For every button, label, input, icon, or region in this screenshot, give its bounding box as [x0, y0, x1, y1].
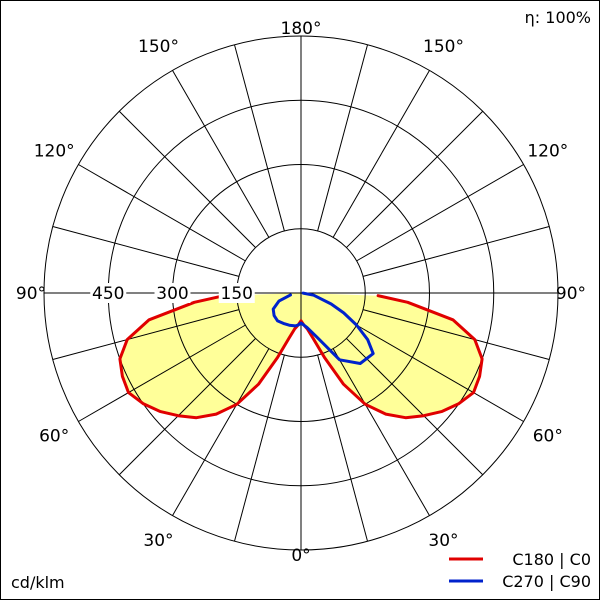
angle-label-30-left: 30°	[143, 531, 173, 551]
grid-spoke-105	[362, 226, 550, 277]
grid-spoke-45	[346, 338, 484, 476]
angle-label-90-right: 90°	[556, 284, 586, 304]
grid-spoke-30	[332, 348, 430, 516]
radial-tick-300: 300	[156, 284, 188, 304]
grid-spoke-15	[317, 354, 368, 542]
grid-spoke-135	[346, 110, 484, 248]
angle-label-60-left: 60°	[39, 427, 69, 447]
label-layer: 180° 150° 150° 120° 120° 90° 90° 60° 60° 30° 30° 0°…	[16, 19, 586, 566]
grid-spoke-210	[172, 70, 270, 238]
radial-tick-450: 450	[92, 284, 124, 304]
grid-spoke-240	[78, 164, 246, 262]
legend: C180 | C0 C270 | C90	[449, 550, 591, 591]
fill-layer	[119, 293, 483, 418]
grid-spoke-195	[234, 44, 285, 232]
radial-tick-bg-300	[154, 283, 191, 303]
grid-spoke-75	[362, 309, 550, 360]
curve-layer	[118, 291, 484, 420]
grid-spoke-60	[356, 324, 524, 422]
legend-label-0: C180 | C0	[512, 550, 591, 569]
series-line-0	[118, 294, 484, 420]
grid-spoke-345	[234, 354, 285, 542]
grid-spoke-315	[118, 338, 256, 476]
angle-label-60-right: 60°	[533, 427, 563, 447]
radial-tick-bg-450	[90, 283, 127, 303]
angle-label-120-right: 120°	[527, 142, 568, 162]
angle-label-0-bottom: 0°	[291, 546, 310, 566]
grid-spoke-300	[78, 324, 246, 422]
radial-tick-bg-150	[218, 283, 255, 303]
grid-spoke-225	[118, 110, 256, 248]
angle-label-90-left: 90°	[16, 284, 46, 304]
grid-layer	[43, 35, 559, 551]
angle-label-180-top: 180°	[281, 19, 322, 39]
grid-spoke-330	[172, 348, 270, 516]
series-fill-0	[119, 293, 483, 418]
grid-spoke-165	[317, 44, 368, 232]
series-line-1	[271, 291, 375, 365]
efficiency-label: η: 100%	[525, 8, 591, 27]
grid-spoke-120	[356, 164, 524, 262]
radial-tick-150: 150	[221, 284, 253, 304]
angle-label-150-left: 150°	[138, 37, 179, 57]
grid-spoke-150	[332, 70, 430, 238]
grid-spoke-255	[52, 226, 240, 277]
legend-label-1: C270 | C90	[502, 572, 591, 591]
angle-label-120-left: 120°	[34, 142, 75, 162]
angle-label-150-right: 150°	[423, 37, 464, 57]
grid-spoke-285	[52, 309, 240, 360]
angle-label-30-right: 30°	[428, 531, 458, 551]
unit-label: cd/klm	[11, 573, 65, 592]
